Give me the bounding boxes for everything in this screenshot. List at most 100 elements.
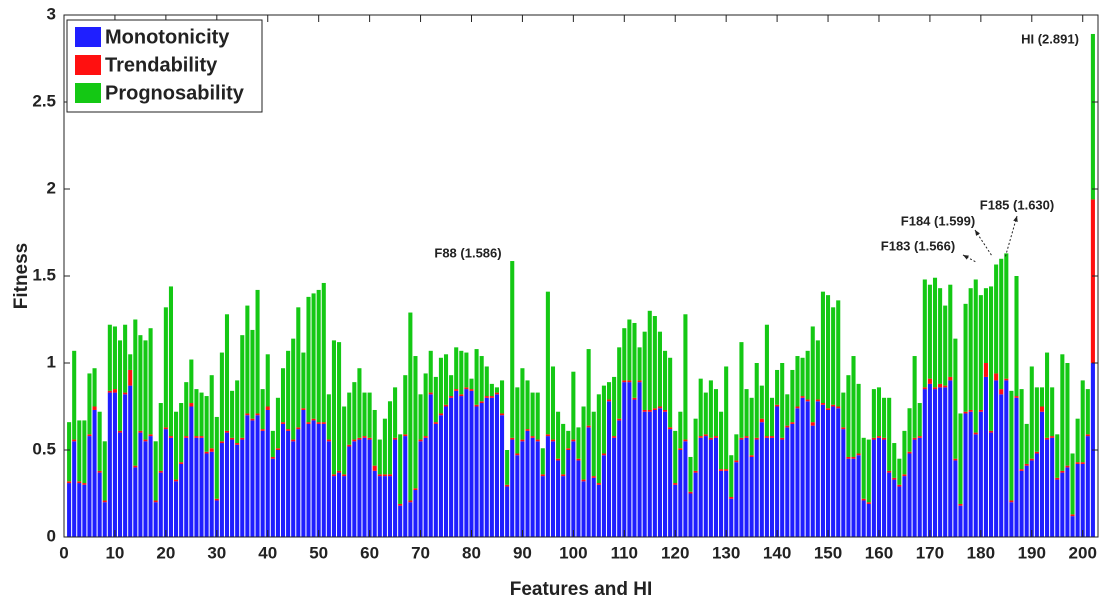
bar-segment xyxy=(841,392,846,428)
x-tick-label: 50 xyxy=(309,543,328,562)
bar-segment xyxy=(739,439,744,537)
bar-segment xyxy=(973,279,978,433)
bar-segment xyxy=(739,437,744,440)
bar-segment xyxy=(321,282,326,423)
x-tick-label: 150 xyxy=(814,543,842,562)
bar-segment xyxy=(163,307,168,428)
bar-segment xyxy=(500,415,505,537)
bar-segment xyxy=(393,439,398,537)
x-tick-label: 20 xyxy=(156,543,175,562)
bar-segment xyxy=(724,470,729,537)
bar-segment xyxy=(337,342,342,471)
bar-segment xyxy=(800,396,805,398)
bar-segment xyxy=(1050,436,1055,438)
bar-segment xyxy=(510,261,515,438)
bar-segment xyxy=(724,469,729,471)
bar-segment xyxy=(525,429,530,431)
y-tick-label: 2 xyxy=(47,178,56,197)
bar-segment xyxy=(112,326,117,390)
bar-segment xyxy=(72,350,77,440)
bar-segment xyxy=(479,403,484,537)
bar-segment xyxy=(953,460,958,537)
bar-segment xyxy=(678,450,683,537)
bar-segment xyxy=(561,476,566,537)
bar-segment xyxy=(820,403,825,405)
bar-segment xyxy=(275,397,280,449)
bar-segment xyxy=(214,500,219,537)
bar-segment xyxy=(515,387,520,454)
bar-segment xyxy=(846,458,851,537)
bar-segment xyxy=(270,456,275,459)
bar-segment xyxy=(663,411,668,537)
bar-segment xyxy=(525,380,530,430)
bar-segment xyxy=(556,458,561,461)
bar-segment xyxy=(143,340,148,440)
bar-segment xyxy=(530,437,535,537)
bar-segment xyxy=(97,472,102,537)
bar-segment xyxy=(275,448,280,450)
bar-segment xyxy=(775,369,780,405)
bar-segment xyxy=(337,472,342,537)
bar-segment xyxy=(459,396,464,537)
bar-segment xyxy=(387,401,393,475)
bar-segment xyxy=(627,380,632,383)
bar-segment xyxy=(505,450,510,485)
bar-segment xyxy=(917,436,922,438)
bar-segment xyxy=(97,470,102,473)
bar-segment xyxy=(932,389,938,537)
bar-segment xyxy=(520,439,525,442)
bar-segment xyxy=(260,389,265,430)
bar-segment xyxy=(362,436,367,438)
bar-segment xyxy=(286,429,291,431)
bar-segment xyxy=(617,420,622,537)
bar-segment xyxy=(545,436,550,537)
bar-segment xyxy=(382,418,387,475)
bar-segment xyxy=(836,408,841,537)
bar-segment xyxy=(647,409,652,412)
bar-segment xyxy=(408,500,413,503)
bar-segment xyxy=(902,474,907,477)
bar-segment xyxy=(826,409,831,537)
arrow-head xyxy=(975,230,980,236)
bar-segment xyxy=(77,481,82,484)
bar-segment xyxy=(550,439,556,442)
bar-segment xyxy=(652,409,657,537)
bar-segment xyxy=(326,439,331,442)
bar-segment xyxy=(535,439,540,442)
bar-segment xyxy=(1039,387,1045,407)
bar-segment xyxy=(632,397,637,400)
bar-segment xyxy=(224,314,230,431)
bar-segment xyxy=(82,420,87,484)
bar-segment xyxy=(566,448,571,450)
y-axis-label: Fitness xyxy=(11,243,32,310)
bar-segment xyxy=(693,472,698,537)
bar-segment xyxy=(505,484,510,487)
bar-segment xyxy=(958,413,963,504)
bar-segment xyxy=(372,409,377,466)
bar-segment xyxy=(734,462,739,537)
bar-segment xyxy=(1019,470,1024,537)
arrow-head xyxy=(963,255,969,260)
bar-segment xyxy=(209,448,214,452)
bar-segment xyxy=(174,479,179,482)
bar-segment xyxy=(663,409,668,412)
bar-segment xyxy=(408,312,413,501)
x-tick-label: 80 xyxy=(462,543,481,562)
bar-segment xyxy=(612,436,617,438)
bar-segment xyxy=(1075,463,1080,537)
bar-segment xyxy=(367,392,372,438)
bar-segment xyxy=(622,382,627,537)
bar-segment xyxy=(703,392,708,435)
bar-segment xyxy=(719,470,724,537)
bar-segment xyxy=(540,474,545,477)
bar-segment xyxy=(214,498,219,501)
bar-segment xyxy=(326,394,331,440)
bar-segment xyxy=(107,392,112,537)
bar-segment xyxy=(464,389,469,537)
annotation-arrow xyxy=(962,254,977,263)
bar-segment xyxy=(1050,437,1055,537)
bar-segment xyxy=(291,439,296,442)
bar-segment xyxy=(443,404,449,407)
bar-segment xyxy=(199,436,204,438)
bar-segment xyxy=(826,408,831,410)
